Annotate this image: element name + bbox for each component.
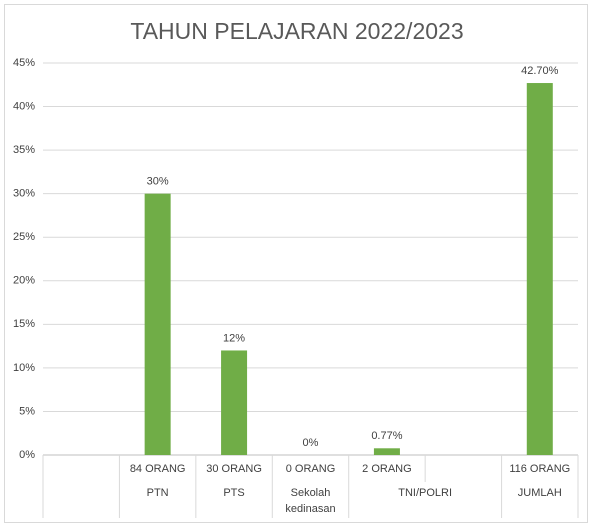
x-tick-label: 116 ORANG (509, 463, 570, 475)
group-label: Sekolah kedinasan (285, 487, 336, 515)
x-tick-label: 30 ORANG (206, 463, 262, 475)
y-tick-label: 25% (13, 231, 35, 243)
chart-title: TAHUN PELAJARAN 2022/2023 (130, 18, 463, 44)
y-tick-label: 35% (13, 144, 35, 156)
group-label: PTS (223, 487, 245, 499)
bar (526, 83, 553, 455)
y-tick-label: 10% (13, 362, 35, 374)
data-label: 12% (223, 332, 245, 344)
data-label: 0% (303, 437, 319, 449)
group-label: PTN (146, 487, 169, 499)
x-tick-label: 0 ORANG (286, 463, 336, 475)
y-tick-label: 0% (19, 449, 35, 461)
y-tick-label: 5% (19, 405, 35, 417)
x-tick-label: 84 ORANG (130, 463, 186, 475)
data-label: 42.70% (521, 65, 559, 77)
y-tick-label: 30% (13, 188, 35, 200)
data-label: 0.77% (371, 430, 402, 442)
group-label: TNI/POLRI (398, 487, 453, 499)
y-tick-label: 15% (13, 318, 35, 330)
y-tick-label: 40% (13, 100, 35, 112)
bar (373, 448, 400, 455)
data-label: 30% (147, 176, 169, 188)
group-label: JUMLAH (517, 487, 562, 499)
bar (221, 350, 248, 455)
y-tick-label: 45% (13, 57, 35, 69)
x-tick-label: 2 ORANG (362, 463, 412, 475)
y-tick-label: 20% (13, 275, 35, 287)
chart-border (4, 4, 588, 523)
bar (144, 193, 171, 455)
